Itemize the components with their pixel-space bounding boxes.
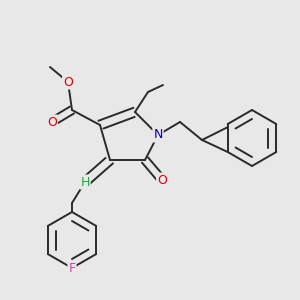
Text: O: O — [157, 173, 167, 187]
Text: N: N — [153, 128, 163, 142]
Text: O: O — [47, 116, 57, 128]
Text: H: H — [80, 176, 90, 188]
Text: O: O — [63, 76, 73, 88]
Text: F: F — [68, 262, 76, 275]
